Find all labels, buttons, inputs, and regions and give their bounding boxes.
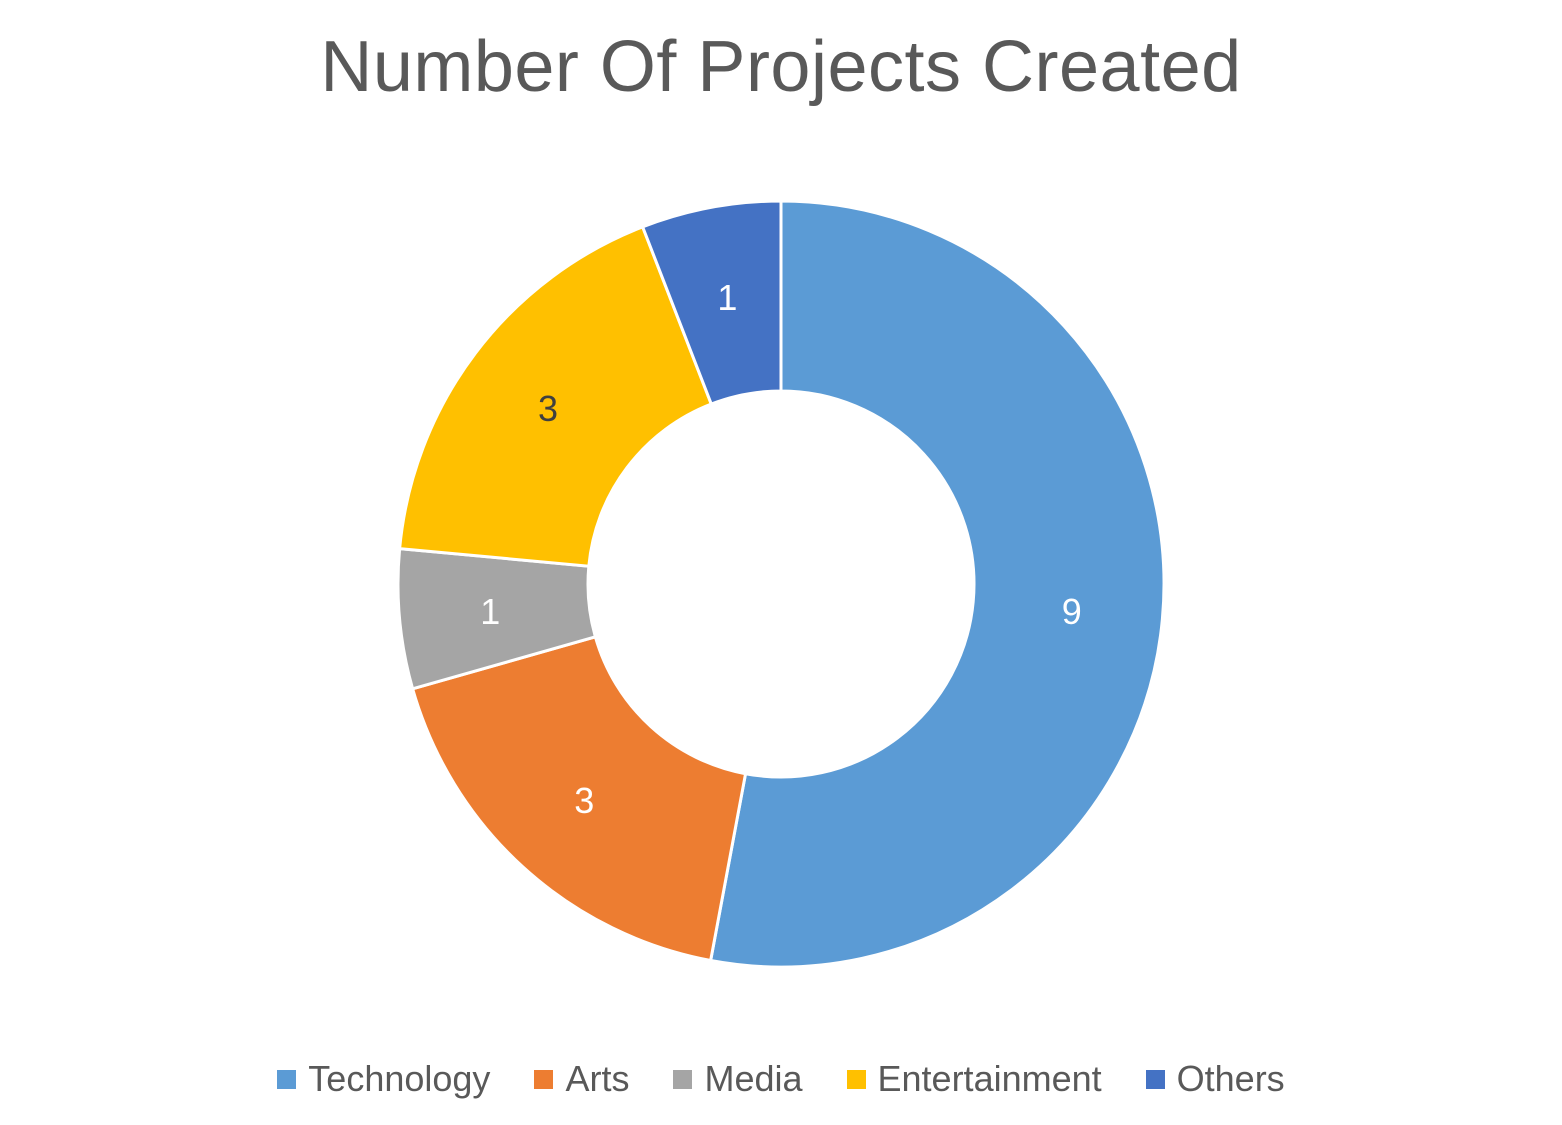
legend: Technology Arts Media Entertainment Others [0,1058,1562,1100]
legend-item-arts: Arts [534,1058,629,1100]
legend-label: Technology [308,1058,491,1099]
donut-slice-arts [410,634,748,963]
donut-slice-technology [708,199,1166,969]
legend-swatch-icon [534,1069,554,1089]
legend-label: Entertainment [877,1058,1102,1099]
legend-label: Media [704,1058,803,1099]
legend-item-others: Others [1145,1058,1285,1100]
legend-swatch-icon [846,1069,866,1089]
data-label-media: 1 [480,591,500,632]
data-label-technology: 9 [1062,591,1082,632]
legend-item-entertainment: Entertainment [846,1058,1102,1100]
data-label-entertainment: 3 [538,388,558,429]
legend-item-media: Media [673,1058,803,1100]
legend-swatch-icon [1145,1069,1165,1089]
legend-swatch-icon [277,1069,297,1089]
chart-title: Number Of Projects Created [320,27,1242,107]
data-label-arts: 3 [574,780,594,821]
donut-slice-others [640,199,783,406]
legend-label: Others [1176,1058,1285,1099]
data-label-others: 1 [717,277,737,318]
legend-item-technology: Technology [277,1058,490,1100]
legend-label: Arts [565,1058,630,1099]
donut-slice-entertainment [398,224,714,568]
legend-swatch-icon [673,1069,693,1089]
